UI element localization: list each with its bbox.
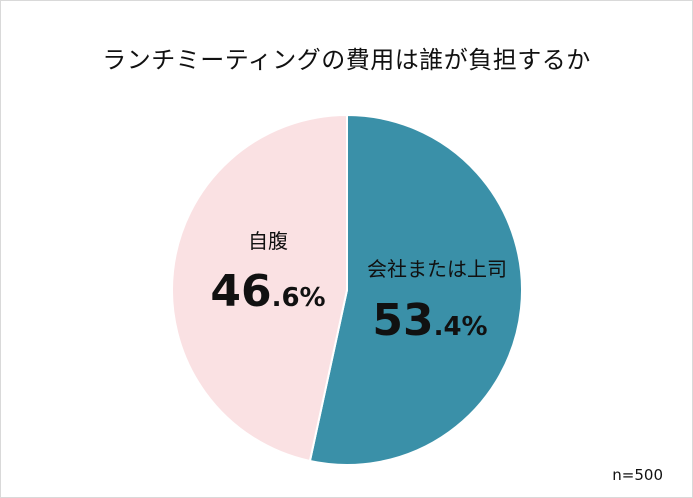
slice-value-self-pay: 46.6% bbox=[210, 266, 325, 317]
pie-slice-company bbox=[308, 113, 523, 466]
slice-value-int-self-pay: 46 bbox=[210, 266, 271, 317]
pie-slice-self-pay bbox=[171, 113, 348, 463]
sample-size-note: n=500 bbox=[612, 466, 663, 484]
slice-value-dec-company: .4% bbox=[434, 312, 488, 342]
slice-value-int-company: 53 bbox=[372, 295, 433, 346]
chart-title: ランチミーティングの費用は誰が負担するか bbox=[102, 46, 591, 74]
slice-value-dec-self-pay: .6% bbox=[272, 283, 326, 313]
pie-labels: 自腹 46.6% 会社または上司 53.4% bbox=[210, 229, 507, 346]
pie-slices bbox=[171, 113, 523, 466]
slice-value-company: 53.4% bbox=[372, 295, 487, 346]
slice-label-self-pay: 自腹 bbox=[248, 229, 288, 253]
slice-label-company: 会社または上司 bbox=[367, 257, 507, 281]
